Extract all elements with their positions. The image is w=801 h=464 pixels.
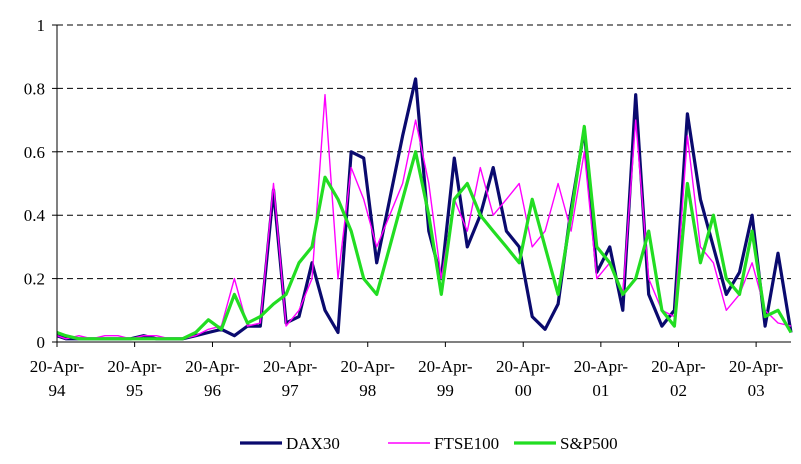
x-tick-label: 97 <box>282 381 300 400</box>
axes <box>56 25 791 343</box>
x-tick-label: 20-Apr- <box>496 357 551 376</box>
x-tick-label: 20-Apr- <box>651 357 706 376</box>
gridlines <box>57 24 791 280</box>
x-tick-label: 96 <box>204 381 221 400</box>
series-line-ftse100 <box>56 93 792 340</box>
x-tick-label: 98 <box>359 381 376 400</box>
series-lines <box>56 77 793 341</box>
legend-label: FTSE100 <box>434 434 499 453</box>
y-tick-label: 0.6 <box>24 143 45 162</box>
x-tick-label: 99 <box>437 381 454 400</box>
x-axis-ticks: 20-Apr- 94 20-Apr- 95 20-Apr- 96 20-Apr- 97 20-A… <box>30 342 784 400</box>
series-line-s-p500 <box>56 124 793 341</box>
x-tick-label: 20-Apr- <box>418 357 473 376</box>
x-tick-label: 02 <box>670 381 687 400</box>
x-tick-label: 20-Apr- <box>574 357 629 376</box>
y-tick-label: 1 <box>37 16 46 35</box>
x-tick-label: 95 <box>126 381 143 400</box>
series-line-dax30 <box>56 77 793 341</box>
x-tick-label: 20-Apr- <box>107 357 162 376</box>
x-tick-label: 20-Apr- <box>729 357 784 376</box>
y-tick-label: 0.8 <box>24 79 45 98</box>
y-tick-label: 0.2 <box>24 270 45 289</box>
x-tick-label: 20-Apr- <box>263 357 318 376</box>
x-tick-label: 01 <box>592 381 609 400</box>
x-tick-label: 20-Apr- <box>185 357 240 376</box>
x-tick-label: 20-Apr- <box>341 357 396 376</box>
y-axis-ticks: 0 0.2 0.4 0.6 0.8 1 <box>24 16 57 352</box>
x-tick-label: 00 <box>515 381 532 400</box>
legend-label: S&P500 <box>560 434 618 453</box>
x-tick-label: 03 <box>748 381 765 400</box>
legend-label: DAX30 <box>286 434 340 453</box>
y-tick-label: 0.4 <box>24 206 46 225</box>
legend: DAX30 FTSE100 S&P500 <box>240 434 618 453</box>
y-tick-label: 0 <box>37 333 46 352</box>
x-tick-label: 94 <box>49 381 67 400</box>
x-tick-label: 20-Apr- <box>30 357 85 376</box>
